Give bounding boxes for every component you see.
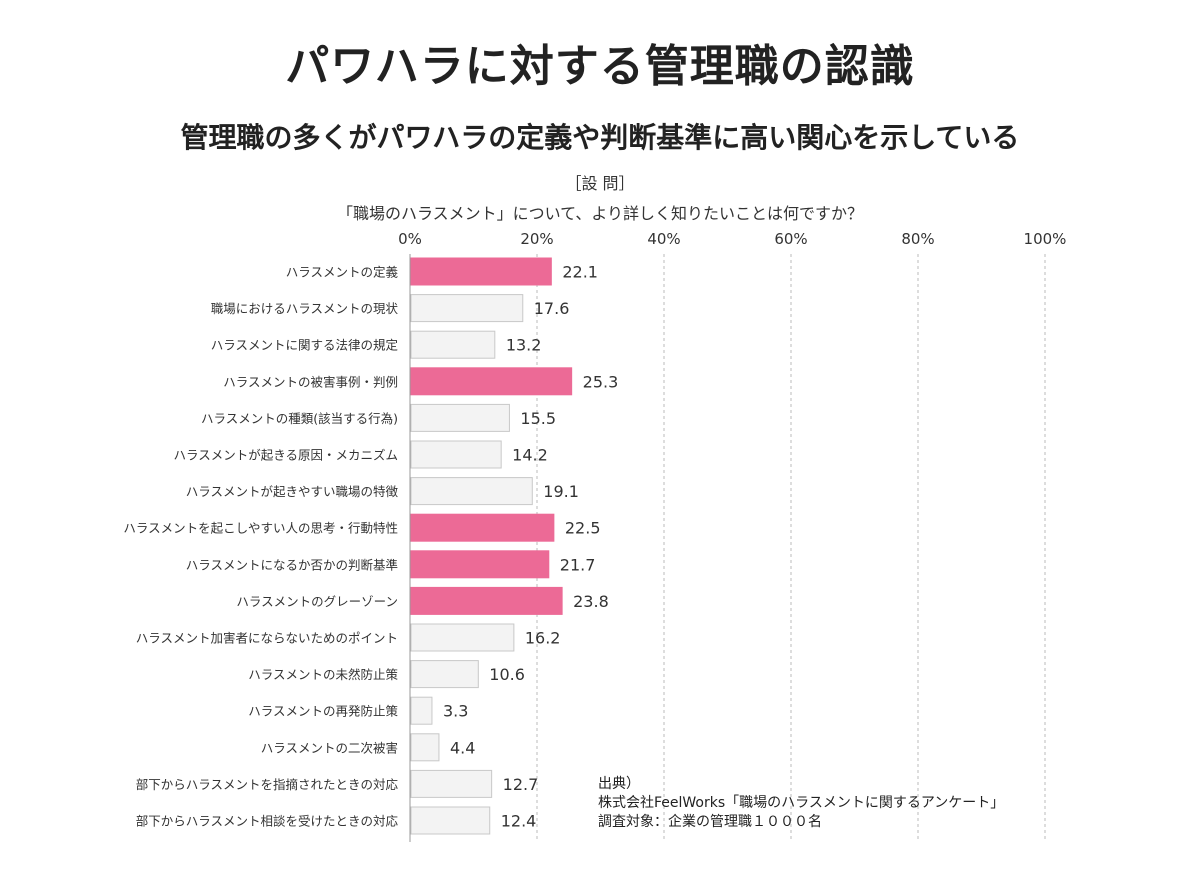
- bar: [410, 257, 552, 286]
- data-label: 3.3: [443, 702, 468, 721]
- x-tick-label: 60%: [774, 230, 807, 248]
- data-label: 12.4: [501, 812, 537, 831]
- data-label: 22.1: [562, 263, 598, 282]
- category-label: ハラスメント加害者にならないためのポイント: [136, 631, 398, 646]
- bar: [410, 513, 555, 542]
- bar: [410, 367, 573, 396]
- category-label: ハラスメントのグレーゾーン: [236, 594, 398, 609]
- source-line-2: 株式会社FeelWorks「職場のハラスメントに関するアンケート」: [598, 795, 1005, 811]
- x-tick-label: 80%: [901, 230, 934, 248]
- bar: [410, 294, 524, 323]
- bar: [410, 586, 563, 615]
- bar: [410, 660, 479, 689]
- category-label: ハラスメントの二次被害: [261, 740, 398, 755]
- bar: [410, 477, 533, 506]
- category-label: ハラスメントの種類(該当する行為): [201, 411, 398, 426]
- data-label: 4.4: [450, 738, 475, 757]
- bar: [410, 440, 502, 469]
- data-label: 19.1: [543, 482, 579, 501]
- x-tick-label: 100%: [1024, 230, 1067, 248]
- category-label: ハラスメントが起きる原因・メカニズム: [173, 448, 398, 463]
- category-label: ハラスメントの再発防止策: [248, 704, 398, 719]
- bar: [410, 623, 515, 652]
- question-text: 「職場のハラスメント」について、より詳しく知りたいことは何ですか？: [336, 204, 864, 223]
- data-label: 12.7: [503, 775, 539, 794]
- data-label: 10.6: [489, 665, 525, 684]
- category-label: ハラスメントになるか否かの判断基準: [186, 557, 398, 572]
- question-label: ［設 問］: [565, 174, 635, 193]
- category-label: ハラスメントを起こしやすい人の思考・行動特性: [123, 521, 398, 536]
- bar: [410, 769, 493, 798]
- data-label: 25.3: [583, 372, 619, 391]
- x-tick-label: 20%: [520, 230, 553, 248]
- category-label: ハラスメントが起きやすい職場の特徴: [186, 484, 399, 499]
- category-label: ハラスメントの被害事例・判例: [223, 374, 398, 389]
- data-label: 13.2: [506, 336, 542, 355]
- category-label: 部下からハラスメント相談を受けたときの対応: [136, 814, 399, 829]
- chart-title: パワハラに対する管理職の認識: [285, 41, 915, 92]
- category-label: 部下からハラスメントを指摘されたときの対応: [136, 777, 399, 792]
- category-label: 職場におけるハラスメントの現状: [211, 301, 399, 316]
- bar: [410, 330, 496, 359]
- category-label: ハラスメントの未然防止策: [248, 667, 398, 682]
- data-label: 17.6: [534, 299, 570, 318]
- bar: [410, 733, 440, 762]
- source-line-1: 出典）: [598, 776, 640, 792]
- bar: [410, 696, 433, 725]
- category-label: ハラスメントの定義: [286, 265, 399, 280]
- data-label: 21.7: [560, 555, 596, 574]
- data-label: 14.2: [512, 446, 548, 465]
- x-tick-label: 0%: [398, 230, 422, 248]
- data-label: 22.5: [565, 519, 601, 538]
- bar: [410, 550, 550, 579]
- data-label: 15.5: [520, 409, 556, 428]
- data-label: 16.2: [525, 629, 561, 648]
- chart-subtitle: 管理職の多くがパワハラの定義や判断基準に高い関心を示している: [180, 121, 1020, 154]
- x-tick-label: 40%: [647, 230, 680, 248]
- bar: [410, 806, 491, 835]
- source-line-3: 調査対象：企業の管理職１０００名: [598, 814, 822, 830]
- source-note: 出典） 株式会社FeelWorks「職場のハラスメントに関するアンケート」 調査…: [598, 775, 1004, 832]
- bar: [410, 403, 510, 432]
- category-label: ハラスメントに関する法律の規定: [211, 338, 398, 353]
- data-label: 23.8: [573, 592, 609, 611]
